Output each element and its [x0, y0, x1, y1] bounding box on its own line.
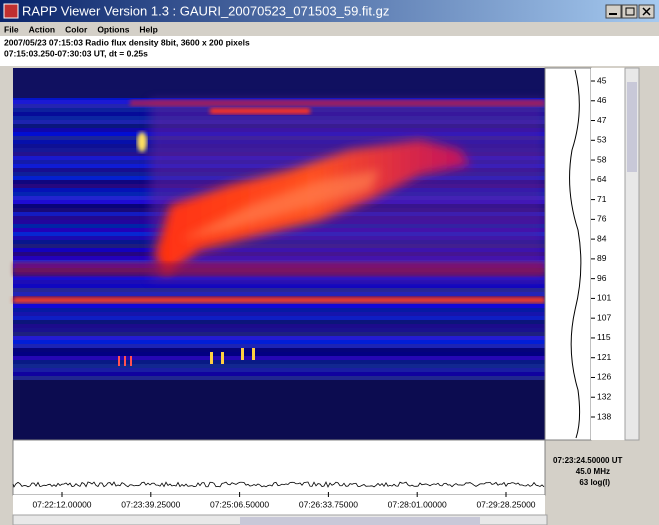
frequency-label: 138	[597, 411, 611, 421]
spectrum-band	[13, 340, 545, 344]
frequency-label: 115	[597, 332, 611, 342]
frequency-label: 71	[597, 194, 607, 204]
frequency-label: 64	[597, 174, 607, 184]
time-label: 07:25:06.50000	[210, 499, 269, 509]
frequency-label: 53	[597, 135, 607, 145]
spectrum-band	[13, 320, 545, 324]
menu-item[interactable]: File	[4, 24, 19, 34]
app-window: RAPP Viewer Version 1.3 : GAURI_20070523…	[0, 0, 659, 525]
info-line: 07:15:03.250-07:30:03 UT, dt = 0.25s	[4, 48, 148, 58]
frequency-label: 132	[597, 391, 611, 401]
time-axis	[13, 495, 545, 515]
time-label: 07:29:28.25000	[476, 499, 535, 509]
menu-item[interactable]: Color	[65, 24, 88, 34]
spectrum-band	[13, 284, 545, 288]
spectrum-band	[13, 364, 545, 368]
spectrum-band	[13, 360, 545, 364]
frequency-label: 76	[597, 214, 607, 224]
spectrum-band	[13, 324, 545, 328]
frequency-label: 45	[597, 75, 607, 85]
spectrum-band	[13, 292, 545, 296]
menu-item[interactable]: Options	[97, 24, 129, 34]
scroll-thumb[interactable]	[240, 517, 480, 525]
frequency-label: 84	[597, 233, 607, 243]
spectrogram	[13, 68, 545, 440]
spectrum-band	[13, 372, 545, 376]
frequency-label: 89	[597, 253, 607, 263]
spectrum-band	[13, 348, 545, 352]
app-icon	[4, 4, 18, 18]
frequency-label: 107	[597, 312, 611, 322]
status-time: 07:23:24.50000 UT	[553, 456, 622, 465]
spectrum-band	[13, 280, 545, 284]
spectrum-band	[13, 328, 545, 332]
minimize-button[interactable]	[606, 5, 621, 18]
spectrum-band	[13, 344, 545, 348]
time-label: 07:22:12.00000	[32, 499, 91, 509]
info-line: 2007/05/23 07:15:03 Radio flux density 8…	[4, 37, 250, 47]
frequency-label: 96	[597, 273, 607, 283]
spectrum-band	[13, 288, 545, 292]
frequency-label: 58	[597, 154, 607, 164]
scroll-thumb[interactable]	[627, 82, 637, 172]
spectrum-band	[13, 336, 545, 340]
frequency-label: 47	[597, 115, 607, 125]
spectrum-band	[13, 332, 545, 336]
frequency-label: 101	[597, 293, 611, 303]
time-label: 07:28:01.00000	[388, 499, 447, 509]
spectrum-band	[13, 368, 545, 372]
time-series	[13, 440, 545, 495]
time-label: 07:26:33.75000	[299, 499, 358, 509]
frequency-label: 46	[597, 95, 607, 105]
spectrum-band	[13, 312, 545, 316]
status-frequency: 45.0 MHz	[576, 467, 610, 476]
window-canvas: RAPP Viewer Version 1.3 : GAURI_20070523…	[0, 0, 659, 525]
menu-item[interactable]: Help	[139, 24, 157, 34]
menu-item[interactable]: Action	[29, 24, 55, 34]
spectrum-band	[13, 352, 545, 356]
frequency-label: 121	[597, 352, 611, 362]
spectrum-band	[13, 376, 545, 380]
status-intensity: 63 log(I)	[579, 478, 610, 487]
time-label: 07:23:39.25000	[121, 499, 180, 509]
spectrum-band	[13, 308, 545, 312]
frequency-label: 126	[597, 372, 611, 382]
window-title: RAPP Viewer Version 1.3 : GAURI_20070523…	[22, 3, 389, 18]
window-buttons	[606, 5, 654, 18]
spectrum-band	[13, 356, 545, 360]
frequency-profile	[545, 68, 591, 440]
spectrum-band	[13, 316, 545, 320]
maximize-button[interactable]	[622, 5, 637, 18]
spectrum-band	[13, 304, 545, 308]
